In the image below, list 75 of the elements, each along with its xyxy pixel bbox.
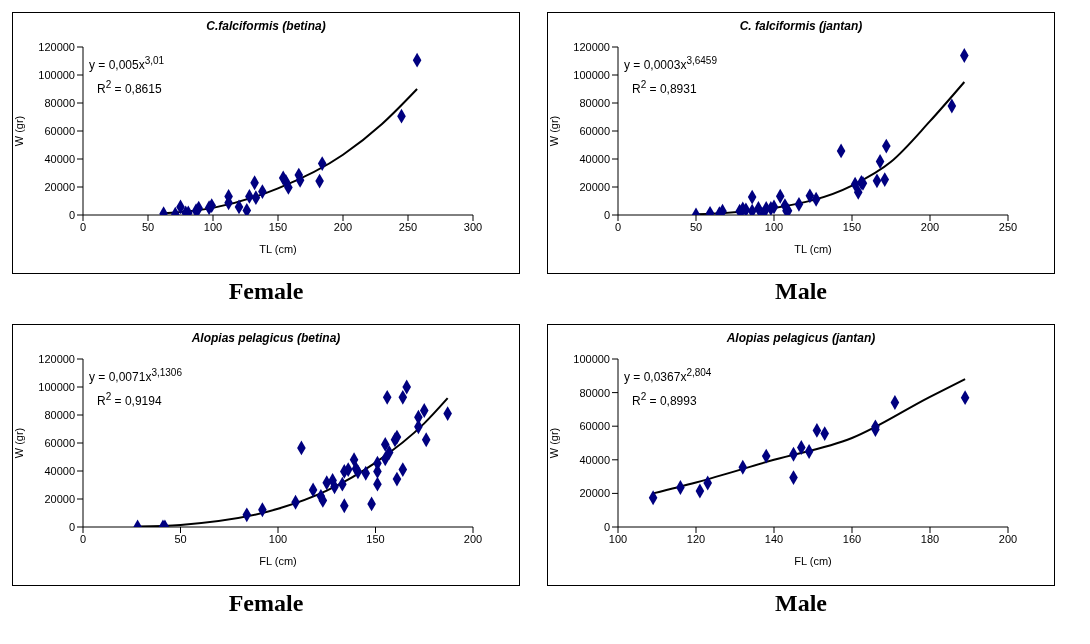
text: Female — [227, 590, 305, 617]
y-tick-label: 100000 — [38, 380, 75, 393]
x-tick-label: 200 — [998, 532, 1018, 545]
y-tick-label: 80000 — [579, 96, 610, 109]
y-tick-label: 60000 — [44, 124, 75, 137]
x-axis-title: FL (cm) — [794, 555, 832, 567]
x-axis-title: FL (cm) — [259, 555, 297, 567]
y-axis-title: W (gr) — [12, 427, 25, 459]
x-tick-label: 140 — [764, 532, 784, 545]
x-tick-label: 250 — [398, 220, 418, 233]
y-tick-label: 0 — [603, 520, 610, 533]
y-tick-label: 40000 — [44, 152, 75, 165]
y-tick-label: 20000 — [579, 180, 610, 193]
y-tick-label: 0 — [68, 520, 75, 533]
y-tick-label: 60000 — [579, 420, 610, 433]
x-tick-label: 200 — [333, 220, 353, 233]
x-tick-label: 0 — [614, 220, 622, 233]
y-tick-label: 120000 — [38, 40, 75, 53]
x-tick-label: 0 — [79, 220, 87, 233]
y-tick-label: 80000 — [44, 96, 75, 109]
text: Male — [774, 278, 828, 305]
x-tick-label: 100 — [764, 220, 784, 233]
y-tick-label: 100000 — [573, 352, 610, 365]
annotation: R$^{2}$ = 0,8993 — [631, 390, 698, 410]
y-tick-label: 60000 — [579, 124, 610, 137]
x-tick-label: 100 — [268, 532, 288, 545]
y-tick-label: 20000 — [44, 180, 75, 193]
y-tick-label: 80000 — [44, 408, 75, 421]
annotation: R$^{2}$ = 0,9194 — [96, 390, 163, 410]
annotation: y = 0,0003x$^{3,6459}$ — [624, 54, 717, 74]
y-tick-label: 60000 — [44, 436, 75, 449]
x-tick-label: 150 — [366, 532, 385, 545]
x-tick-label: 50 — [689, 220, 703, 233]
chart-title: C. falciformis (jantan) — [738, 19, 864, 33]
y-tick-label: 120000 — [573, 40, 610, 53]
y-tick-label: 100000 — [38, 68, 75, 81]
y-axis-title: W (gr) — [547, 427, 560, 459]
x-tick-label: 300 — [463, 220, 483, 233]
x-tick-label: 200 — [463, 532, 483, 545]
annotation: R$^{2}$ = 0,8931 — [631, 78, 698, 98]
annotation: R$^{2}$ = 0,8615 — [96, 78, 163, 98]
x-tick-label: 50 — [174, 532, 187, 545]
y-tick-label: 20000 — [44, 492, 75, 505]
x-axis-title: TL (cm) — [794, 243, 832, 255]
x-axis-title: TL (cm) — [259, 243, 297, 255]
chart-title: Alopias pelagicus (jantan) — [725, 331, 877, 345]
chart-title: C.falciformis (betina) — [205, 19, 327, 33]
x-tick-label: 100 — [203, 220, 223, 233]
x-tick-label: 150 — [268, 220, 288, 233]
x-tick-label: 100 — [608, 532, 628, 545]
chart-title: Alopias pelagicus (betina) — [190, 331, 342, 345]
y-tick-label: 40000 — [579, 152, 610, 165]
annotation: y = 0,0071x$^{3,1306}$ — [89, 366, 182, 386]
y-axis-title: W (gr) — [12, 115, 25, 147]
annotation: y = 0,005x$^{3,01}$ — [89, 54, 165, 74]
text: Male — [774, 590, 828, 617]
y-tick-label: 0 — [603, 208, 610, 221]
y-tick-label: 100000 — [573, 68, 610, 81]
text: Female — [227, 278, 305, 305]
y-tick-label: 0 — [68, 208, 75, 221]
x-tick-label: 250 — [998, 220, 1018, 233]
x-tick-label: 200 — [920, 220, 940, 233]
x-tick-label: 160 — [842, 532, 862, 545]
y-tick-label: 40000 — [579, 453, 610, 466]
x-tick-label: 150 — [842, 220, 862, 233]
x-tick-label: 180 — [920, 532, 940, 545]
annotation: y = 0,0367x$^{2,804}$ — [624, 366, 712, 386]
x-tick-label: 50 — [141, 220, 155, 233]
x-tick-label: 0 — [79, 532, 87, 545]
x-tick-label: 120 — [686, 532, 706, 545]
y-tick-label: 20000 — [579, 487, 610, 500]
y-tick-label: 40000 — [44, 464, 75, 477]
y-tick-label: 80000 — [579, 386, 610, 399]
y-axis-title: W (gr) — [547, 115, 560, 147]
y-tick-label: 120000 — [38, 352, 75, 365]
